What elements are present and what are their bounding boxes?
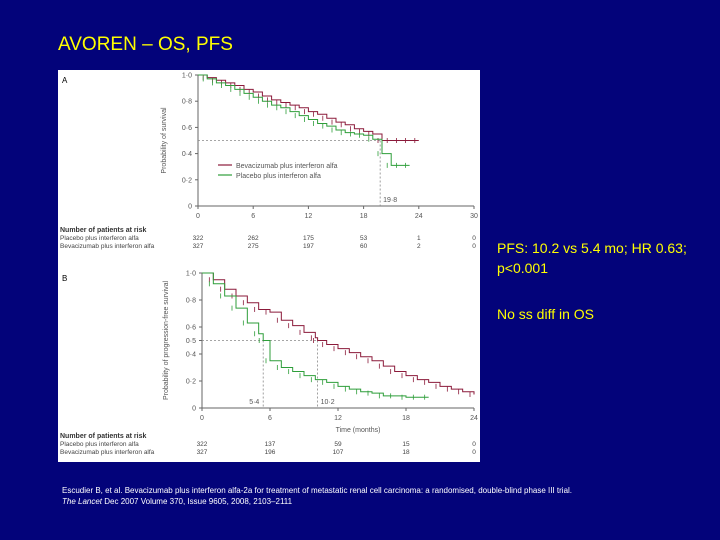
panel-a-y-tick-label: 0·6 [182, 125, 192, 132]
panel-a-legend-label: Placebo plus interferon alfa [236, 173, 321, 180]
panel-b-y-tick-label: 0·2 [186, 379, 196, 386]
panel-a-at-risk-value: 262 [248, 235, 259, 242]
panel-b-y-tick-label: 1·0 [186, 271, 196, 278]
panel-a-x-tick-label: 24 [415, 213, 423, 220]
os-summary: No ss diff in OS [497, 306, 595, 322]
panel-b-y-tick-label: 0·4 [186, 352, 196, 359]
panel-b-median-label-bevacizumab: 10·2 [321, 399, 335, 406]
panel-a-x-tick-label: 0 [196, 213, 200, 220]
panel-b-at-risk-value: 59 [334, 441, 342, 448]
panel-a-x-tick-label: 6 [251, 213, 255, 220]
km-figure-svg: A 0 0·2 0·4 0·6 0·8 1·0 0 6 12 18 24 30 Probability o… [60, 73, 478, 457]
panel-b-at-risk-value: 137 [265, 441, 276, 448]
panel-a-at-risk-title: Number of patients at risk [60, 227, 146, 234]
citation-line2: The Lancet Dec 2007 Volume 370, Issue 96… [62, 496, 572, 507]
panel-a-y-tick-label: 0·4 [182, 151, 192, 158]
panel-b-at-risk-value: 322 [197, 441, 208, 448]
panel-b-x-tick-label: 24 [470, 415, 478, 422]
panel-a-at-risk-value: 197 [303, 243, 314, 250]
panel-a-letter: A [62, 76, 68, 85]
panel-b-median-label-placebo: 5·4 [249, 399, 259, 406]
citation-journal: The Lancet [62, 497, 103, 506]
panel-a-at-risk-value: 0 [472, 235, 476, 242]
panel-a-at-risk-value: 60 [360, 243, 368, 250]
km-figure: A 0 0·2 0·4 0·6 0·8 1·0 0 6 12 18 24 30 Probability o… [58, 70, 480, 462]
panel-b-curve-placebo [202, 272, 429, 398]
panel-b-x-tick-label: 12 [334, 415, 342, 422]
panel-b-y-tick-label: 0·5 [186, 338, 196, 345]
panel-b-at-risk-value: 15 [402, 441, 410, 448]
panel-a-at-risk-value: 2 [417, 243, 421, 250]
panel-b-at-risk-value: 18 [402, 449, 410, 456]
panel-a-y-axis-label: Probability of survival [161, 107, 168, 174]
panel-a-y-tick-label: 0·2 [182, 177, 192, 184]
panel-b-curve-bevacizumab [202, 272, 475, 395]
panel-b-x-tick-label: 6 [268, 415, 272, 422]
panel-a-at-risk-value: 322 [193, 235, 204, 242]
panel-b-y-tick-label: 0·8 [186, 298, 196, 305]
panel-a-median-label: 19·8 [383, 197, 397, 204]
panel-b-at-risk-value: 107 [333, 449, 344, 456]
panel-a-at-risk-value: 0 [472, 243, 476, 250]
panel-a-legend-label: Bevacizumab plus interferon alfa [236, 163, 338, 170]
panel-b-at-risk-row-label: Bevacizumab plus interferon alfa [60, 449, 155, 456]
panel-b-x-tick-label: 18 [402, 415, 410, 422]
panel-a-at-risk-value: 275 [248, 243, 259, 250]
panel-a-at-risk-value: 327 [193, 243, 204, 250]
panel-a-y-tick-label: 1·0 [182, 73, 192, 80]
panel-a-y-tick-label: 0 [188, 204, 192, 211]
panel-a-at-risk-row-label: Placebo plus interferon alfa [60, 235, 139, 242]
panel-a-x-tick-label: 12 [305, 213, 313, 220]
panel-a-x-tick-label: 18 [360, 213, 368, 220]
panel-b-y-axis-label: Probability of progression-free survival [163, 281, 170, 400]
panel-b-at-risk-value: 327 [197, 449, 208, 456]
panel-a-x-tick-label: 30 [470, 213, 478, 220]
panel-a-at-risk-row-label: Bevacizumab plus interferon alfa [60, 243, 155, 250]
panel-b-x-tick-label: 0 [200, 415, 204, 422]
panel-a-at-risk-value: 53 [360, 235, 368, 242]
pfs-summary: PFS: 10.2 vs 5.4 mo; HR 0.63; p<0.001 [497, 240, 687, 276]
panel-b-at-risk-row-label: Placebo plus interferon alfa [60, 441, 139, 448]
panel-a-curve-placebo [198, 74, 410, 166]
panel-b-at-risk-value: 0 [472, 449, 476, 456]
panel-b-at-risk-title: Number of patients at risk [60, 433, 146, 440]
panel-b-at-risk-value: 0 [472, 441, 476, 448]
citation-line1: Escudier B, et al. Bevacizumab plus inte… [62, 486, 573, 495]
panel-b-letter: B [62, 274, 67, 283]
panel-a-at-risk-value: 175 [303, 235, 314, 242]
citation-details: Dec 2007 Volume 370, Issue 9605, 2008, 2… [102, 497, 293, 506]
panel-a-y-tick-label: 0·8 [182, 99, 192, 106]
slide-title: AVOREN – OS, PFS [58, 34, 233, 55]
panel-b-at-risk-value: 196 [265, 449, 276, 456]
panel-b-y-tick-label: 0 [192, 406, 196, 413]
panel-b-x-axis-label: Time (months) [336, 427, 381, 434]
panel-a-at-risk-value: 1 [417, 235, 421, 242]
panel-a-curve-bevacizumab [198, 74, 419, 141]
citation: Escudier B, et al. Bevacizumab plus inte… [62, 485, 572, 507]
panel-b-y-tick-label: 0·6 [186, 325, 196, 332]
